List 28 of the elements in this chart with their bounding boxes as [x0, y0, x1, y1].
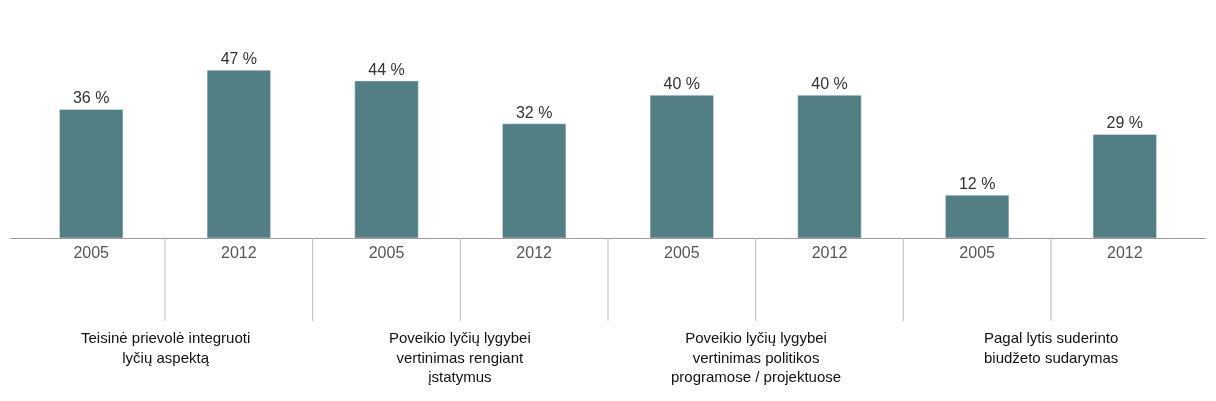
data-label: 32 %	[515, 103, 553, 121]
bar	[945, 194, 1010, 238]
x-tick-label: 2005	[664, 244, 700, 262]
bar	[206, 69, 271, 238]
text: Poveikio lyčių lygybei vertinimas rengiant įstatymus	[389, 329, 531, 385]
bar	[649, 94, 714, 238]
data-label: 36 %	[72, 89, 110, 107]
bar	[502, 123, 567, 238]
x-tick-label: 2012	[516, 244, 553, 262]
text: Teisinė prievolė integruoti lyčių aspektą	[81, 329, 251, 366]
bar	[797, 94, 862, 238]
x-tick-label: 2005	[959, 244, 996, 262]
data-label: 40 %	[811, 75, 848, 93]
data-label: 40 %	[663, 75, 701, 93]
x-tick-label: 2012	[1106, 244, 1143, 262]
text: Pagal lytis suderinto biudžeto sudarymas	[984, 329, 1119, 366]
bar	[59, 109, 124, 238]
data-label: 44 %	[368, 60, 405, 78]
bar	[354, 80, 419, 238]
text: Poveikio lyčių lygybei vertinimas politikos programose / projektuose	[671, 329, 842, 385]
data-label: 29 %	[1106, 114, 1144, 132]
x-tick-label: 2005	[73, 244, 110, 262]
x-tick-label: 2005	[368, 244, 405, 262]
bar	[1092, 134, 1157, 238]
x-tick-label: 2012	[221, 244, 257, 262]
x-tick-label: 2012	[811, 244, 848, 262]
data-label: 12 %	[958, 175, 996, 193]
data-label: 47 %	[220, 50, 258, 68]
